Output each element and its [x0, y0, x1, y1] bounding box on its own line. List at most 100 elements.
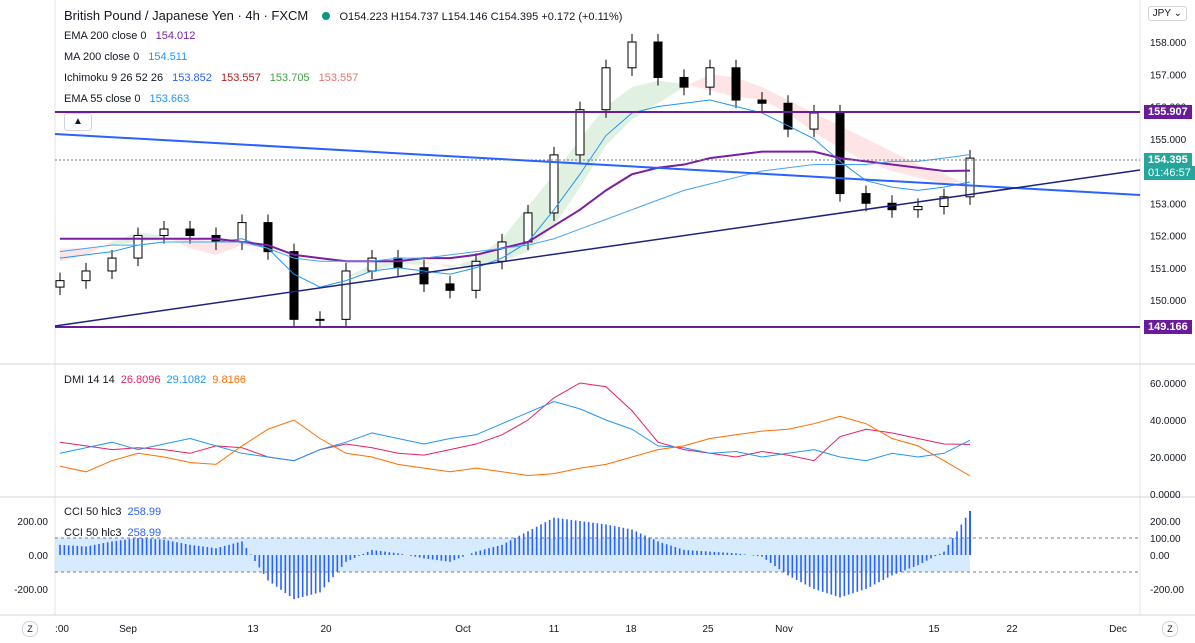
candle-body: [601, 67, 611, 111]
legend-row: EMA 200 close 0 154.012: [64, 30, 195, 42]
dmi-tick-label: 20.0000: [1150, 453, 1187, 464]
price-tick-label: 157.000: [1150, 70, 1187, 81]
moving-average-lines: [59, 99, 971, 288]
legend-label: CCI 50 hlc3: [64, 527, 122, 539]
cloud-segment: [216, 241, 242, 255]
candle-body: [861, 193, 871, 204]
legend-row: MA 200 close 0 154.511: [64, 51, 187, 63]
cloud-segment: [424, 261, 450, 268]
legend-value: 153.705: [266, 72, 310, 84]
candle-body: [445, 283, 455, 291]
ma-line: [59, 154, 971, 262]
candle-body: [393, 257, 403, 269]
candle-body: [575, 109, 585, 156]
candle-body: [549, 154, 559, 214]
candle-body: [263, 222, 273, 253]
cloud-segment: [892, 151, 918, 178]
cloud-segment: [528, 174, 554, 252]
time-tick-label: Dec: [1109, 624, 1127, 635]
dmi-tick-label: 0.0000: [1150, 490, 1181, 501]
legend-value: 29.1082: [166, 374, 207, 386]
cloud-segment: [866, 138, 892, 171]
time-tick-label: 25: [702, 624, 714, 635]
candle-body: [315, 318, 325, 321]
legend-label: Ichimoku 9 26 52 26: [64, 72, 164, 84]
cci-band: [55, 538, 970, 572]
zoom-right-button[interactable]: Z: [1162, 621, 1178, 637]
symbol-title: British Pound / Japanese Yen · 4h · FXCM: [64, 8, 309, 23]
support-price-badge: 149.166: [1144, 320, 1192, 334]
time-tick-label: 18: [625, 624, 637, 635]
cloud-segment: [190, 238, 216, 255]
cci-legend: CCI 50 hlc3 258.99: [64, 527, 161, 539]
collapse-legend-button[interactable]: ▲: [64, 113, 92, 131]
candle-body: [835, 112, 845, 195]
cci-histogram: [59, 510, 971, 600]
candle-body: [939, 196, 949, 207]
time-tick-label: 20: [320, 624, 332, 635]
legend-label: CCI 50 hlc3: [64, 506, 122, 518]
resistance-price-badge: 155.907: [1144, 105, 1192, 119]
cci-tick-label: 200.00: [1150, 517, 1181, 528]
legend-row: Ichimoku 9 26 52 26 153.852 153.557 153.…: [64, 72, 358, 84]
price-tick-label: 151.000: [1150, 264, 1187, 275]
legend-value: 153.852: [169, 72, 212, 84]
descending-trend-line[interactable]: [54, 133, 1141, 196]
cloud-segment: [580, 106, 606, 188]
dmi-line: [59, 400, 971, 462]
cci-legend: CCI 50 hlc3 258.99: [64, 506, 161, 518]
candle-body: [419, 267, 429, 285]
time-tick-label: Oct: [455, 624, 471, 635]
candle-body: [107, 257, 117, 272]
cci-tick-label-left: 200.00: [17, 517, 48, 528]
ascending-trend-line[interactable]: [54, 169, 1141, 327]
countdown-badge: 01:46:57: [1144, 166, 1195, 180]
price-tick-label: 152.000: [1150, 232, 1187, 243]
dmi-line: [59, 382, 971, 462]
candle-body: [289, 251, 299, 320]
candle-body: [679, 76, 689, 88]
cloud-segment: [710, 74, 736, 97]
legend-label: EMA 55 close 0: [64, 93, 141, 105]
candle-body: [783, 102, 793, 130]
cloud-segment: [86, 241, 112, 255]
price-tick-label: 155.000: [1150, 135, 1187, 146]
legend-value: 154.511: [145, 51, 188, 63]
dmi-line: [59, 415, 971, 477]
legend-label: DMI 14 14: [64, 374, 115, 386]
legend-value: 153.557: [315, 72, 359, 84]
cloud-segment: [60, 248, 86, 262]
legend-row: EMA 55 close 0 153.663: [64, 93, 189, 105]
candle-body: [705, 67, 715, 88]
cci-tick-label: 100.00: [1150, 534, 1181, 545]
price-tick-label: 150.000: [1150, 296, 1187, 307]
candle-body: [133, 235, 143, 259]
cloud-segment: [450, 258, 476, 268]
candle-body: [627, 41, 637, 69]
cloud-segment: [658, 80, 684, 104]
candle-body: [471, 260, 481, 291]
dmi-tick-label: 60.0000: [1150, 379, 1187, 390]
legend-value: 258.99: [127, 527, 162, 539]
candle-body: [185, 228, 195, 237]
time-axis: Sep 13 20 Oct 11 18 25 Nov 15 22 Dec:00: [55, 624, 1127, 635]
live-dot-icon: [321, 12, 330, 20]
cci-axis: 200.00 100.00 0.00 -200.00 200.00 0.00 -200.00: [14, 517, 1184, 596]
candle-body: [965, 157, 975, 198]
time-tick-label: :00: [55, 624, 69, 635]
candle-body: [81, 270, 91, 282]
time-tick-label: 13: [247, 624, 259, 635]
cci-tick-label-left: -200.00: [14, 585, 48, 596]
currency-selector[interactable]: JPY ⌄: [1147, 6, 1187, 21]
candle-body: [367, 257, 377, 272]
zoom-left-button[interactable]: Z: [22, 621, 38, 637]
candle-body: [341, 270, 351, 320]
last-price-badge: 154.395: [1144, 153, 1192, 167]
cloud-segment: [762, 87, 788, 113]
dmi-axis: 60.0000 40.0000 20.0000 0.0000: [1150, 379, 1187, 501]
time-tick-label: Nov: [775, 624, 793, 635]
candle-body: [159, 228, 169, 237]
time-tick-label: Sep: [119, 624, 137, 635]
candlesticks: [55, 33, 975, 328]
